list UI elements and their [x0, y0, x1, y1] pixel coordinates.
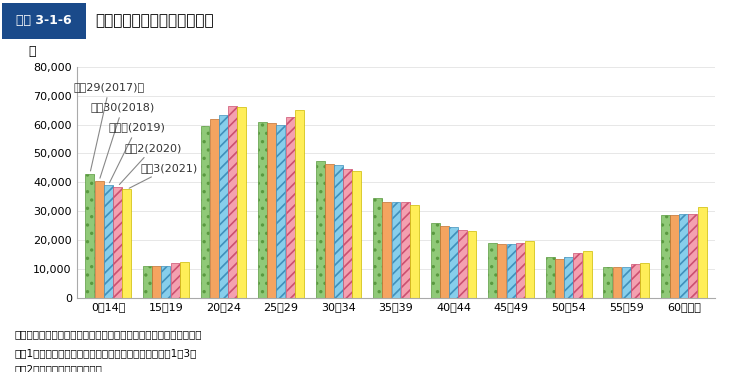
Bar — [622, 267, 631, 298]
Bar — [373, 198, 382, 298]
Bar — [688, 214, 697, 298]
Bar — [237, 107, 246, 298]
Text: 人: 人 — [28, 45, 36, 58]
Bar — [497, 244, 507, 298]
Bar — [277, 125, 285, 298]
Bar — [488, 243, 497, 298]
Bar — [295, 110, 304, 298]
Bar — [410, 205, 419, 298]
Bar — [353, 171, 361, 298]
Text: 資料：総務省「住民基本台帳人口移動報告」を基に農林水産省作成: 資料：総務省「住民基本台帳人口移動報告」を基に農林水産省作成 — [15, 329, 202, 339]
Bar — [555, 259, 564, 298]
Text: 平成30(2018): 平成30(2018) — [91, 102, 155, 178]
Bar — [507, 244, 515, 298]
Bar — [680, 214, 688, 298]
Bar — [104, 185, 112, 298]
Bar — [401, 202, 410, 298]
Text: 2）日本人のみの算出結果: 2）日本人のみの算出結果 — [15, 365, 102, 372]
Bar — [122, 189, 131, 298]
Bar — [383, 202, 391, 298]
Bar — [85, 174, 94, 298]
Bar — [219, 115, 228, 298]
Bar — [516, 243, 525, 298]
Bar — [440, 225, 449, 298]
Bar — [161, 266, 170, 298]
Text: 平成29(2017)年: 平成29(2017)年 — [74, 82, 145, 171]
Bar — [95, 181, 104, 298]
Text: 注：1）東京圏は埼玉県、千葉県、東京都、神奈川県の1都3県: 注：1）東京圏は埼玉県、千葉県、東京都、神奈川県の1都3県 — [15, 348, 197, 358]
Bar — [315, 161, 325, 298]
Bar — [640, 263, 649, 298]
Bar — [603, 267, 612, 298]
Bar — [152, 266, 161, 298]
Bar — [467, 231, 477, 298]
Bar — [583, 251, 591, 298]
Bar — [391, 202, 401, 298]
Bar — [612, 267, 621, 298]
Bar — [267, 123, 276, 298]
Bar — [2, 3, 86, 39]
Bar — [698, 207, 707, 298]
Bar — [631, 264, 640, 298]
Text: 令和2(2020): 令和2(2020) — [120, 143, 182, 185]
Text: 令和3(2021): 令和3(2021) — [129, 163, 198, 188]
Bar — [449, 227, 458, 298]
Text: 図表 3-1-6: 図表 3-1-6 — [16, 14, 72, 27]
Bar — [325, 164, 334, 298]
Bar — [201, 126, 210, 298]
Bar — [525, 241, 534, 298]
Bar — [343, 169, 352, 298]
Bar — [431, 222, 439, 298]
Bar — [546, 257, 555, 298]
Bar — [258, 122, 267, 298]
Bar — [171, 263, 180, 298]
Bar — [334, 165, 343, 298]
Bar — [285, 118, 295, 298]
Bar — [661, 215, 670, 298]
Text: 令和元(2019): 令和元(2019) — [108, 122, 165, 183]
Bar — [143, 266, 152, 298]
Bar — [228, 106, 237, 298]
Text: 東京圏の年齢階層別転出者数: 東京圏の年齢階層別転出者数 — [95, 13, 214, 28]
Bar — [180, 262, 189, 298]
Bar — [210, 119, 219, 298]
Bar — [670, 215, 679, 298]
Bar — [113, 187, 122, 298]
Bar — [573, 253, 583, 298]
Bar — [458, 230, 467, 298]
Bar — [564, 257, 573, 298]
